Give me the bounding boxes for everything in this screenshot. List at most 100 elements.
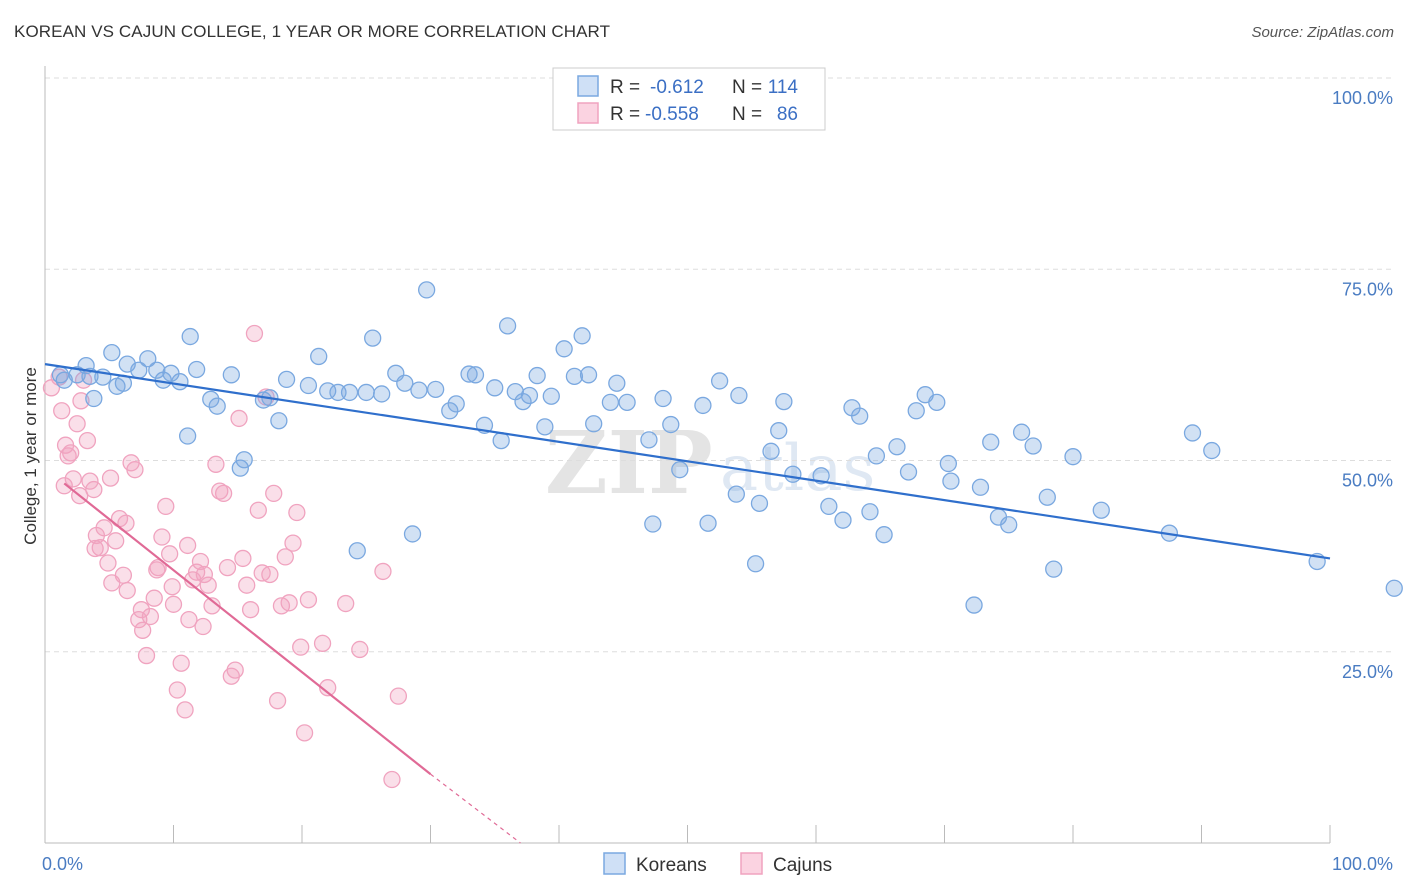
korean-point	[231, 459, 249, 477]
korean-point	[55, 371, 73, 389]
cajun-trend-line	[63, 482, 432, 776]
korean-point	[618, 393, 636, 412]
korean-point	[585, 415, 603, 433]
cajun-point	[160, 545, 179, 563]
cajun-point	[292, 638, 310, 656]
korean-point	[939, 454, 958, 473]
korean-point	[103, 343, 121, 362]
korean-point	[486, 379, 504, 397]
korean-point	[727, 485, 745, 503]
cajun-point	[62, 444, 80, 462]
korean-point	[750, 494, 769, 512]
korean-point	[888, 438, 906, 456]
korean-point	[820, 497, 838, 516]
korean-point	[1385, 579, 1403, 597]
cajun-point	[72, 392, 90, 410]
cajun-point	[191, 552, 210, 571]
x-tick-label-end: 100.0%	[1332, 854, 1393, 874]
korean-point	[542, 387, 560, 405]
korean-point	[579, 366, 598, 384]
korean-point	[536, 418, 554, 436]
korean-point	[410, 381, 428, 399]
cajun-point	[59, 447, 77, 465]
cajun-point	[241, 601, 260, 619]
cajun-point	[132, 601, 151, 619]
cajun-point	[137, 646, 156, 665]
cajun-point	[249, 501, 267, 519]
bottom-legend-label-koreans: Koreans	[636, 855, 707, 876]
cajun-point	[313, 634, 332, 652]
korean-point	[899, 463, 918, 481]
cajun-point	[230, 409, 248, 428]
cajun-point	[85, 480, 103, 499]
cajun-point	[55, 477, 73, 495]
korean-point	[514, 392, 532, 411]
legend-r-value-koreans: -0.612	[650, 77, 704, 98]
korean-point	[348, 542, 366, 560]
cajun-point	[91, 539, 109, 557]
korean-point	[148, 361, 166, 379]
korean-point	[662, 415, 680, 434]
korean-point	[1000, 516, 1018, 534]
cajun-point	[199, 576, 217, 594]
korean-point	[762, 442, 780, 460]
korean-point	[834, 511, 852, 529]
cajun-point	[265, 484, 283, 503]
korean-point	[357, 383, 375, 402]
cajun-point	[157, 497, 175, 516]
korean-point	[608, 374, 626, 392]
korean-point	[460, 365, 478, 383]
korean-point	[1092, 501, 1110, 519]
korean-point	[235, 451, 253, 469]
cajun-point	[163, 578, 181, 596]
korean-point	[640, 431, 658, 449]
watermark-zip: ZIP	[545, 413, 713, 514]
korean-point	[498, 317, 517, 335]
cajun-point	[176, 701, 194, 719]
korean-point	[875, 526, 893, 544]
cajun-point	[153, 528, 171, 546]
x-tick-label-start: 0.0%	[42, 854, 83, 874]
korean-point	[694, 396, 712, 415]
y-axis-label: College, 1 year or more	[21, 367, 40, 545]
legend-n-value-cajuns: 86	[777, 104, 798, 125]
legend: R = -0.612 N = 114 R = -0.558 N = 86	[552, 67, 826, 131]
korean-point	[1203, 441, 1221, 460]
korean-point	[1024, 437, 1042, 455]
cajun-point	[101, 469, 120, 487]
bottom-legend-swatch-cajuns	[740, 852, 763, 875]
cajun-point	[81, 472, 99, 490]
korean-point	[1012, 423, 1031, 441]
legend-r-value-cajuns: -0.558	[645, 104, 699, 125]
korean-point	[364, 329, 382, 347]
tick-labels: 25.0% 50.0% 75.0% 100.0% 0.0% 100.0%	[42, 88, 1393, 874]
korean-point	[520, 386, 539, 405]
cajun-point	[118, 581, 136, 600]
cajun-point	[107, 532, 125, 550]
legend-n-label-cajuns: N =	[732, 104, 762, 125]
cajun-point	[284, 534, 302, 552]
cajun-point	[148, 561, 166, 579]
cajun-point	[195, 565, 213, 584]
korean-point	[710, 372, 729, 390]
korean-point	[310, 347, 328, 366]
y-tick-label: 100.0%	[1332, 88, 1393, 108]
korean-point	[775, 392, 793, 411]
korean-point	[447, 395, 465, 413]
korean-point	[373, 385, 391, 403]
legend-r-label-koreans: R =	[610, 77, 640, 98]
cajun-point	[168, 681, 187, 699]
cajun-point	[245, 324, 264, 343]
korean-point	[770, 422, 788, 440]
y-tick-label: 75.0%	[1342, 279, 1393, 299]
cajun-point	[268, 692, 287, 710]
korean-point	[181, 327, 199, 346]
korean-point	[222, 366, 240, 384]
korean-point	[671, 461, 689, 479]
cajun-point	[134, 621, 152, 639]
cajun-point	[68, 415, 86, 433]
cajun-point	[337, 594, 355, 613]
cajun-point	[288, 503, 306, 522]
korean-point	[1045, 560, 1063, 578]
